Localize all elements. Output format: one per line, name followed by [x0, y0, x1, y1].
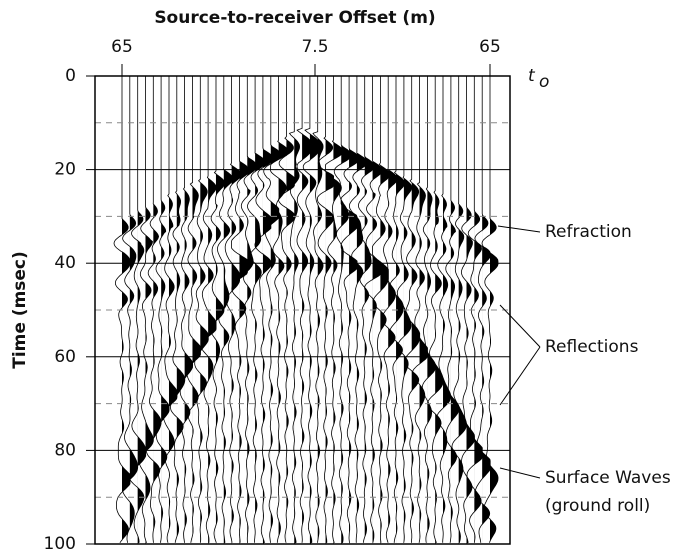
annotation-line	[499, 304, 541, 348]
seismic-trace	[200, 76, 217, 543]
seismic-trace	[427, 76, 444, 543]
seismic-trace	[186, 76, 201, 543]
seismic-trace	[278, 76, 295, 543]
seismic-trace	[217, 76, 233, 543]
seismic-trace	[466, 76, 483, 543]
seismic-trace	[254, 76, 272, 543]
trace-fill	[192, 76, 201, 544]
trace-fill	[208, 76, 217, 544]
seismic-trace	[389, 76, 405, 543]
y-axis-label: Time (msec)	[10, 251, 30, 369]
seismic-trace	[381, 76, 397, 543]
seismic-trace	[113, 76, 131, 544]
axes: 0 20 40 60 80 100 65 7.5 65	[44, 37, 510, 554]
seismic-trace	[372, 76, 389, 543]
chart-title: Source-to-receiver Offset (m)	[154, 8, 435, 28]
x-tick-label: 65	[479, 37, 501, 57]
seismic-trace	[194, 76, 209, 543]
seismic-trace	[451, 76, 467, 543]
seismic-trace	[436, 76, 452, 543]
seismic-trace	[348, 76, 366, 543]
plot-frame	[94, 75, 511, 545]
y-tick-label: 80	[54, 440, 76, 460]
seismic-trace	[170, 76, 186, 543]
seismic-trace	[302, 76, 319, 543]
annotation-line	[499, 467, 541, 479]
annotation: Reflections	[545, 337, 639, 357]
trace-fill	[153, 76, 162, 544]
seismic-trace	[129, 76, 147, 543]
x-tick-label: 7.5	[301, 37, 328, 57]
trace-fill	[435, 76, 444, 544]
y-tick-label: 60	[54, 347, 76, 367]
trace-fill	[145, 76, 154, 544]
seismic-trace	[224, 76, 240, 543]
seismic-trace	[396, 76, 413, 543]
y-tick-label: 100	[44, 534, 76, 554]
seismic-trace	[357, 76, 374, 543]
y-tick-label: 0	[65, 66, 76, 86]
trace-fill	[458, 76, 467, 544]
seismic-trace	[145, 76, 162, 543]
seismic-trace	[340, 76, 358, 543]
seismic-trace	[364, 76, 381, 543]
annotation-line	[497, 225, 541, 233]
y-tick-label: 40	[54, 253, 76, 273]
annotation: Surface Waves	[545, 468, 671, 488]
seismic-trace	[240, 76, 256, 543]
seismic-trace	[247, 76, 264, 543]
trace-fill	[396, 76, 404, 544]
seismic-trace	[312, 76, 324, 543]
seismic-trace	[179, 76, 193, 543]
annotation: (ground roll)	[545, 496, 650, 516]
seismic-trace	[317, 76, 334, 543]
seismic-trace	[421, 76, 436, 543]
trace-fill	[403, 76, 412, 544]
y-tick-label: 20	[54, 160, 76, 180]
seismic-trace	[296, 76, 311, 543]
seismic-trace	[288, 76, 301, 543]
time-label: t	[528, 66, 536, 86]
seismic-trace	[122, 76, 139, 543]
seismic-trace	[403, 76, 421, 543]
seismic-trace	[445, 76, 460, 543]
x-tick-label: 65	[111, 37, 133, 57]
time-sub: o	[539, 72, 549, 92]
trace-fill	[419, 76, 428, 544]
trace-fill	[200, 76, 209, 544]
trace-fill	[411, 76, 420, 544]
annotation: Refraction	[545, 222, 632, 242]
seismic-trace	[412, 76, 428, 543]
seismic-trace	[163, 76, 178, 543]
seismic-trace	[138, 76, 154, 543]
traces	[113, 76, 499, 544]
seismic-trace	[155, 76, 170, 543]
annotation-line	[499, 346, 541, 406]
seismic-trace	[231, 76, 248, 543]
trace-fill	[278, 76, 287, 544]
seismic-trace	[481, 76, 499, 543]
seismic-trace	[460, 76, 475, 543]
